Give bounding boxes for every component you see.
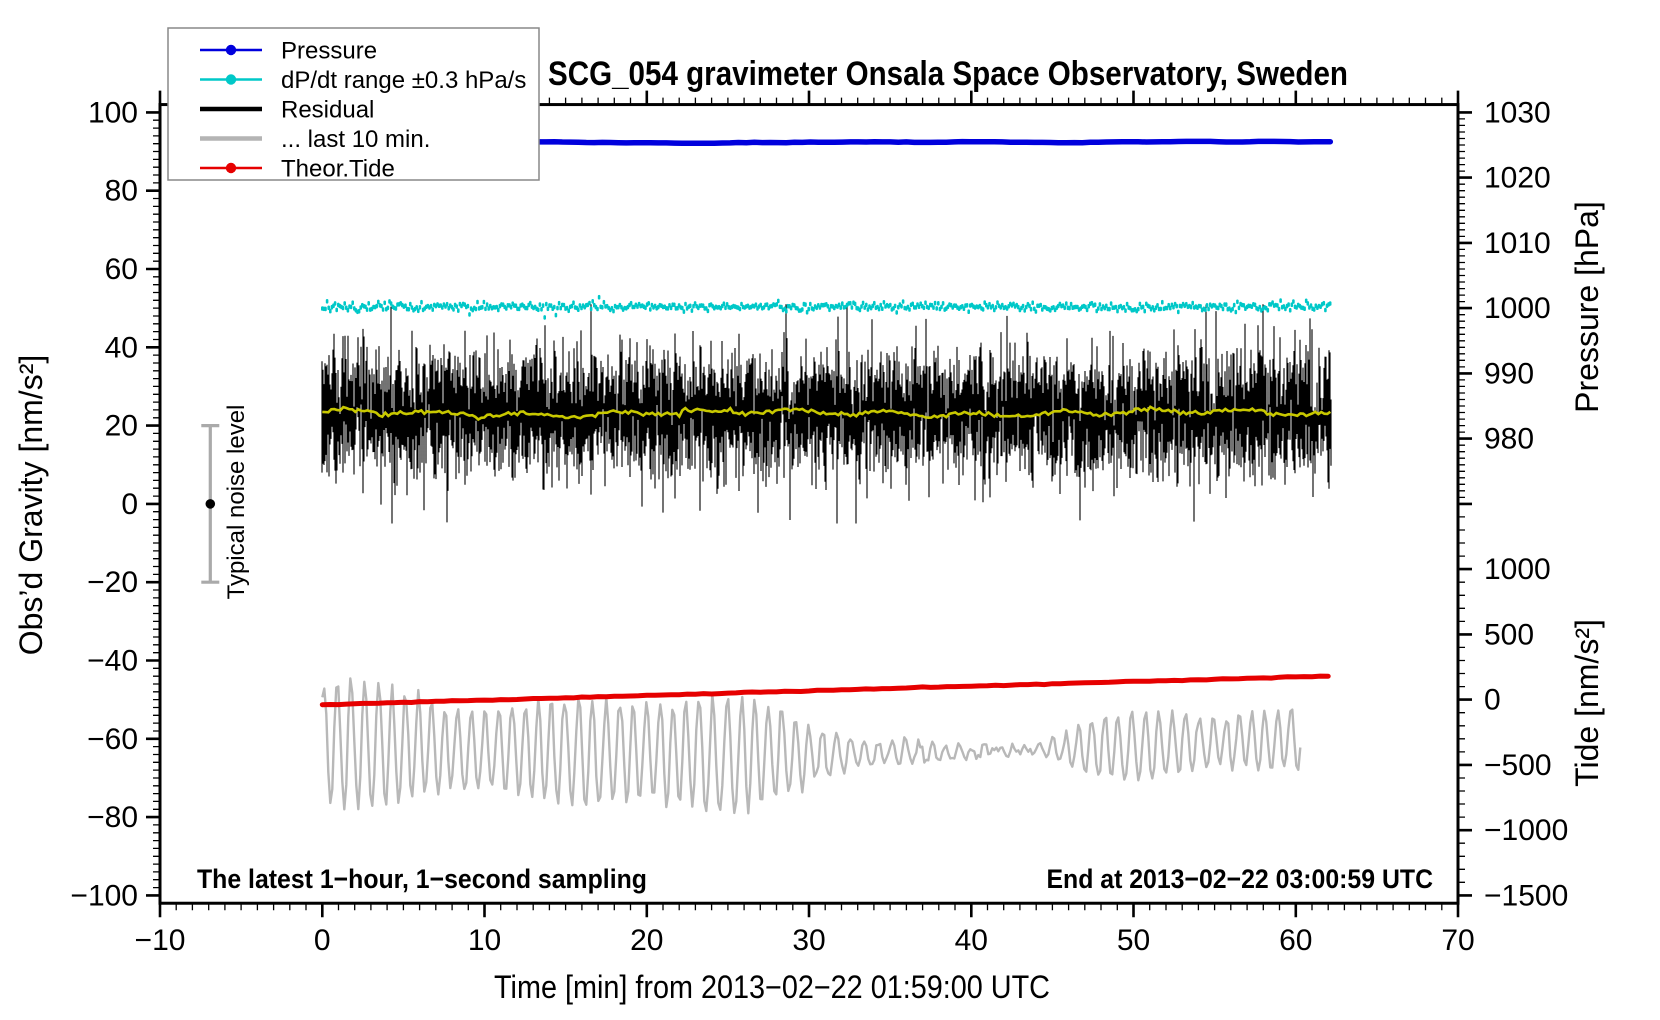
x-tick-label: 70 bbox=[1441, 924, 1474, 957]
major-ticks bbox=[146, 90, 1472, 918]
y-axis-title-gravity: Obs’d Gravity [nm/s²] bbox=[13, 355, 49, 656]
gravity-tick-label: −40 bbox=[87, 645, 138, 678]
noise-level-label: Typical noise level bbox=[223, 405, 250, 600]
series-dpdt-band bbox=[321, 294, 1332, 320]
gravity-tick-label: 100 bbox=[88, 96, 138, 129]
legend-marker-dot bbox=[225, 162, 237, 174]
typical-noise-errorbar bbox=[201, 424, 220, 584]
pressure-tick-label: 1010 bbox=[1484, 227, 1551, 260]
y-axis-title-pressure: Pressure [hPa] bbox=[1569, 201, 1605, 413]
gravity-tick-label: 60 bbox=[105, 253, 138, 286]
legend-item-label: ... last 10 min. bbox=[281, 126, 430, 153]
legend-item-3: ... last 10 min. bbox=[200, 126, 430, 153]
x-tick-label: −10 bbox=[135, 924, 186, 957]
tide-tick-label: 0 bbox=[1484, 684, 1501, 717]
pressure-tick-label: 1000 bbox=[1484, 292, 1551, 325]
tide-tick-label: −1000 bbox=[1484, 814, 1568, 847]
x-tick-label: 0 bbox=[314, 924, 331, 957]
tide-tick-label: −500 bbox=[1484, 749, 1552, 782]
legend-item-label: Pressure bbox=[281, 38, 377, 65]
gravity-tick-label: 80 bbox=[105, 175, 138, 208]
legend-item-label: Theor.Tide bbox=[281, 156, 395, 183]
legend-item-4: Theor.Tide bbox=[200, 156, 395, 183]
series-last-10-min bbox=[321, 677, 1302, 815]
series-layer bbox=[201, 138, 1334, 815]
pressure-tick-label: 1020 bbox=[1484, 162, 1551, 195]
y-axis-title-tide: Tide [nm/s²] bbox=[1569, 619, 1605, 787]
series-theor-tide bbox=[319, 673, 1331, 708]
tide-tick-label: −1500 bbox=[1484, 879, 1568, 912]
pressure-tick-label: 980 bbox=[1484, 423, 1534, 456]
legend-item-label: Residual bbox=[281, 97, 374, 124]
pressure-tick-label: 990 bbox=[1484, 357, 1534, 390]
annotation-sampling: The latest 1−hour, 1−second sampling bbox=[197, 865, 647, 894]
tide-tick-label: 1000 bbox=[1484, 553, 1551, 586]
tide-tick-label: 500 bbox=[1484, 618, 1534, 651]
x-tick-label: 50 bbox=[1117, 924, 1150, 957]
gravity-tick-label: 20 bbox=[105, 410, 138, 443]
legend-marker-dot bbox=[225, 44, 237, 56]
x-tick-label: 40 bbox=[955, 924, 988, 957]
gravity-tick-label: −60 bbox=[87, 723, 138, 756]
gravity-tick-label: −80 bbox=[87, 801, 138, 834]
x-tick-label: 30 bbox=[792, 924, 825, 957]
axes-frame-layer bbox=[146, 90, 1472, 918]
x-axis-title: Time [min] from 2013−02−22 01:59:00 UTC bbox=[494, 970, 1050, 1006]
gravity-tick-label: 40 bbox=[105, 331, 138, 364]
gravity-tick-label: −100 bbox=[70, 879, 138, 912]
chart-title: SCG_054 gravimeter Onsala Space Observat… bbox=[548, 54, 1348, 92]
annotation-end-time: End at 2013−02−22 03:00:59 UTC bbox=[1046, 865, 1433, 894]
tick-label-layer: −10 0 10 20 30 40 50 60 70100806040200−20−40−60−… bbox=[70, 96, 1568, 957]
series-residual-smoothed bbox=[322, 405, 1332, 422]
plot-frame bbox=[158, 103, 1460, 905]
legend-marker-dot bbox=[225, 74, 237, 85]
gravity-tick-label: 0 bbox=[121, 488, 138, 521]
legend-item-2: Residual bbox=[200, 97, 374, 124]
x-tick-label: 60 bbox=[1279, 924, 1312, 957]
gravity-tick-label: −20 bbox=[87, 566, 138, 599]
legend-item-0: Pressure bbox=[200, 38, 377, 65]
minor-ticks bbox=[153, 97, 1465, 911]
x-tick-label: 10 bbox=[468, 924, 501, 957]
noise-center-dot bbox=[205, 499, 216, 509]
pressure-tick-label: 1030 bbox=[1484, 96, 1551, 129]
legend-item-label: dP/dt range ±0.3 hPa/s bbox=[281, 67, 526, 94]
legend-item-1: dP/dt range ±0.3 hPa/s bbox=[200, 67, 526, 94]
x-tick-label: 20 bbox=[630, 924, 663, 957]
